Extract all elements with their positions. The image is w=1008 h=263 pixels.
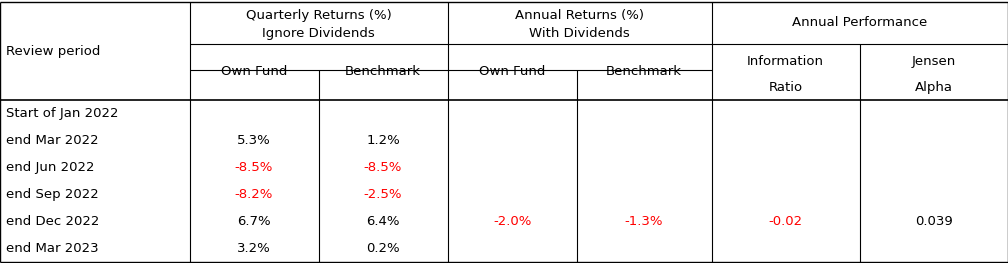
Text: 5.3%: 5.3% bbox=[237, 134, 271, 147]
Text: -1.3%: -1.3% bbox=[625, 215, 663, 228]
Text: Ratio: Ratio bbox=[769, 81, 802, 94]
Text: Jensen: Jensen bbox=[912, 55, 956, 68]
Text: 3.2%: 3.2% bbox=[237, 242, 271, 255]
Text: 0.039: 0.039 bbox=[915, 215, 953, 228]
Text: Ignore Dividends: Ignore Dividends bbox=[262, 27, 375, 40]
Text: Annual Performance: Annual Performance bbox=[792, 17, 927, 29]
Text: Review period: Review period bbox=[6, 44, 101, 58]
Text: -8.2%: -8.2% bbox=[235, 188, 273, 201]
Text: Annual Returns (%): Annual Returns (%) bbox=[515, 9, 644, 22]
Text: 1.2%: 1.2% bbox=[366, 134, 400, 147]
Text: end Jun 2022: end Jun 2022 bbox=[6, 161, 95, 174]
Text: end Dec 2022: end Dec 2022 bbox=[6, 215, 100, 228]
Text: -8.5%: -8.5% bbox=[364, 161, 402, 174]
Text: end Mar 2023: end Mar 2023 bbox=[6, 242, 99, 255]
Text: -0.02: -0.02 bbox=[769, 215, 802, 228]
Text: 6.7%: 6.7% bbox=[237, 215, 271, 228]
Text: Own Fund: Own Fund bbox=[479, 65, 545, 78]
Text: end Sep 2022: end Sep 2022 bbox=[6, 188, 99, 201]
Text: With Dividends: With Dividends bbox=[529, 27, 630, 40]
Text: 0.2%: 0.2% bbox=[366, 242, 400, 255]
Text: -2.5%: -2.5% bbox=[364, 188, 402, 201]
Text: Benchmark: Benchmark bbox=[345, 65, 421, 78]
Text: -2.0%: -2.0% bbox=[493, 215, 531, 228]
Text: Information: Information bbox=[747, 55, 825, 68]
Text: 6.4%: 6.4% bbox=[366, 215, 400, 228]
Text: Start of Jan 2022: Start of Jan 2022 bbox=[6, 107, 119, 120]
Text: Benchmark: Benchmark bbox=[606, 65, 682, 78]
Text: Own Fund: Own Fund bbox=[221, 65, 287, 78]
Text: -8.5%: -8.5% bbox=[235, 161, 273, 174]
Text: Quarterly Returns (%): Quarterly Returns (%) bbox=[246, 9, 391, 22]
Text: Alpha: Alpha bbox=[915, 81, 953, 94]
Text: end Mar 2022: end Mar 2022 bbox=[6, 134, 99, 147]
